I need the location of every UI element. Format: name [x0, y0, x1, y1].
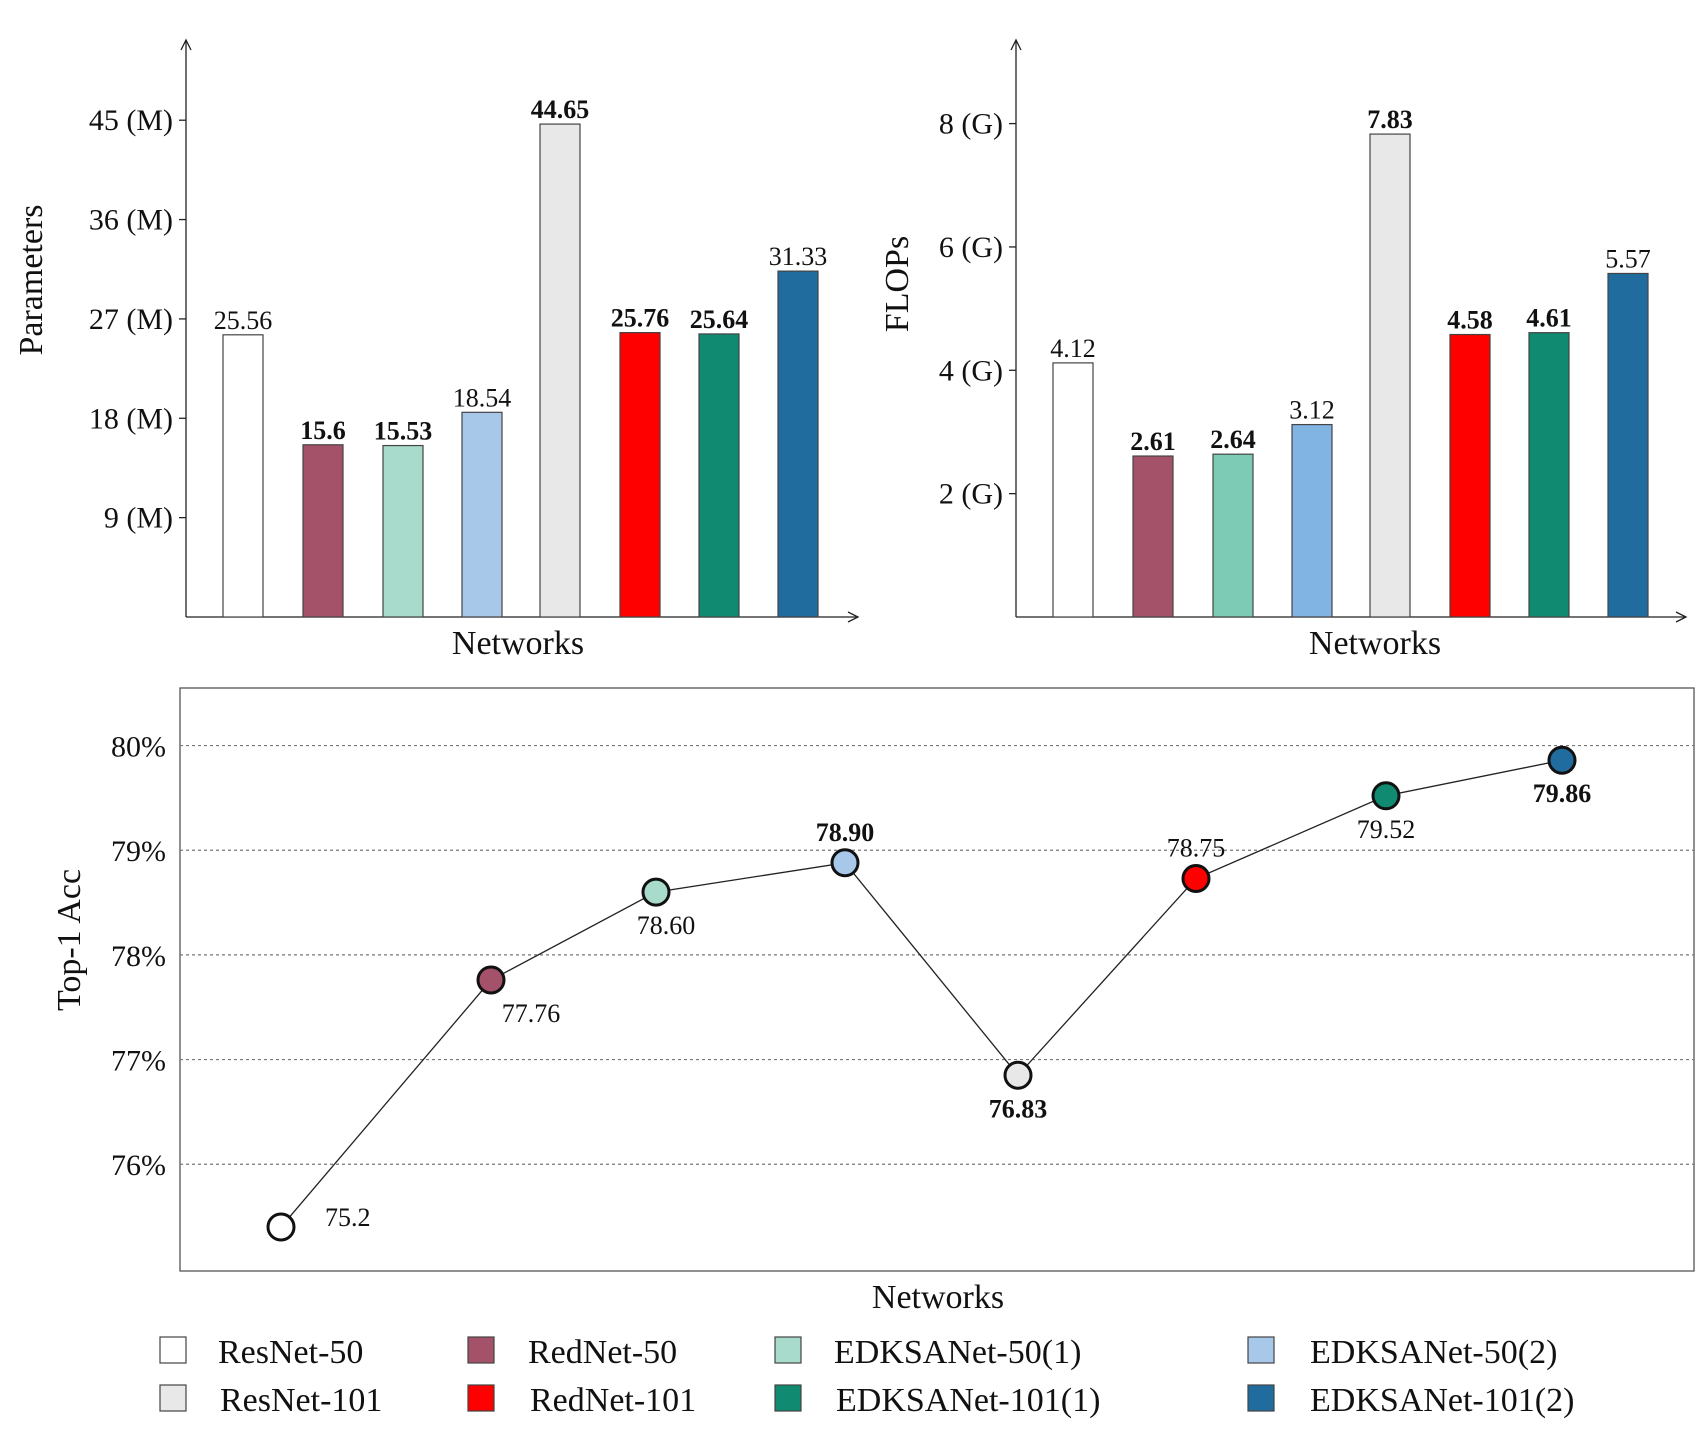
y-axis-title: Top-1 Acc: [51, 869, 88, 1011]
y-tick-label: 78%: [111, 940, 166, 973]
bar-rednet-50: [1132, 455, 1174, 618]
point-rednet-101: [1181, 863, 1211, 893]
y-tick-label: 80%: [111, 731, 166, 764]
point-edksanet-50-1: [641, 877, 671, 907]
bar-rednet-101: [1449, 333, 1491, 618]
point-resnet-50: [266, 1212, 296, 1242]
legend-swatch-resnet-50: [159, 1336, 187, 1364]
x-axis-arrow: [847, 611, 860, 623]
data-label: 4.61: [1526, 304, 1572, 333]
data-label: 4.58: [1447, 306, 1493, 335]
data-label: 76.83: [989, 1094, 1048, 1123]
y-tick-label: 6 (G): [939, 231, 1003, 264]
y-tick-label: 4 (G): [939, 354, 1003, 387]
data-label: 75.2: [325, 1203, 371, 1232]
acc-chart: 76% 77% 78% 79% 80% 75.2 77.76 78.60 78.90 76.83 7…: [51, 687, 1695, 1316]
bar-rednet-50: [302, 444, 344, 618]
legend-label: RedNet-101: [530, 1382, 696, 1419]
point-rednet-50: [476, 965, 506, 995]
flops-chart: 2 (G) 4 (G) 6 (G) 8 (G) 4.12 2.61 2.64 3.12 7.83…: [879, 38, 1688, 662]
y-tick-label: 18 (M): [89, 402, 173, 435]
bar-edksanet-101-2: [1607, 272, 1649, 618]
data-label: 25.64: [690, 305, 749, 334]
bar-resnet-101: [1369, 133, 1411, 618]
series-line: [280, 759, 1563, 1228]
legend-label: EDKSANet-101(1): [836, 1382, 1100, 1419]
data-label: 78.60: [637, 911, 696, 940]
bar-edksanet-50-2: [461, 411, 503, 618]
x-axis-title: Networks: [1309, 625, 1441, 662]
legend-swatch-edksanet-50-1: [774, 1336, 802, 1364]
data-label: 25.56: [214, 306, 273, 335]
legend-label: RedNet-50: [528, 1334, 677, 1371]
y-axis-title: FLOPs: [879, 236, 916, 332]
y-tick-label: 36 (M): [89, 204, 173, 237]
point-resnet-101: [1003, 1060, 1033, 1090]
y-axis-arrow: [1010, 38, 1022, 51]
data-label: 77.76: [502, 999, 561, 1028]
legend-swatch-edksanet-50-2: [1247, 1336, 1275, 1364]
data-label: 15.53: [374, 417, 433, 446]
y-tick-label: 76%: [111, 1149, 166, 1182]
legend-swatch-resnet-101: [159, 1384, 187, 1412]
bar-edksanet-50-1: [382, 444, 424, 618]
legend-label: ResNet-50: [218, 1334, 363, 1371]
data-label: 18.54: [453, 383, 512, 412]
data-label: 79.86: [1533, 779, 1592, 808]
data-label: 44.65: [531, 95, 590, 124]
point-edksanet-50-2: [830, 848, 860, 878]
bar-resnet-50: [222, 334, 264, 618]
point-edksanet-101-2: [1547, 745, 1577, 775]
x-axis-title: Networks: [872, 1279, 1004, 1316]
point-edksanet-101-1: [1371, 781, 1401, 811]
data-label: 78.75: [1167, 833, 1226, 862]
y-tick-label: 77%: [111, 1045, 166, 1078]
bar-resnet-50: [1052, 362, 1094, 618]
data-label: 15.6: [300, 416, 346, 445]
y-tick-label: 45 (M): [89, 104, 173, 137]
y-axis-arrow: [180, 38, 192, 51]
legend-label: EDKSANet-101(2): [1310, 1382, 1574, 1419]
data-label: 2.61: [1130, 427, 1176, 456]
plot-frame: [179, 687, 1695, 1272]
data-label: 79.52: [1357, 815, 1416, 844]
bar-edksanet-101-1: [1528, 332, 1570, 618]
legend-swatch-rednet-50: [467, 1336, 495, 1364]
legend-swatch-edksanet-101-2: [1247, 1384, 1275, 1412]
bar-resnet-101: [539, 123, 581, 618]
data-label: 31.33: [769, 242, 828, 271]
bar-edksanet-50-1: [1212, 453, 1254, 618]
bar-rednet-101: [619, 332, 661, 618]
legend-swatch-rednet-101: [467, 1384, 495, 1412]
data-label: 78.90: [816, 818, 875, 847]
data-label: 7.83: [1367, 105, 1413, 134]
data-label: 3.12: [1289, 396, 1335, 425]
bar-edksanet-101-2: [777, 270, 819, 618]
legend-label: EDKSANet-50(1): [834, 1334, 1081, 1371]
y-tick-label: 8 (G): [939, 108, 1003, 141]
params-chart: 9 (M) 18 (M) 27 (M) 36 (M) 45 (M) 25.56 15.6 15…: [13, 38, 860, 662]
legend-label: EDKSANet-50(2): [1310, 1334, 1557, 1371]
data-label: 25.76: [611, 304, 670, 333]
bar-edksanet-101-1: [698, 333, 740, 618]
legend-swatch-edksanet-101-1: [774, 1384, 802, 1412]
bar-edksanet-50-2: [1291, 423, 1333, 618]
x-axis-arrow: [1675, 611, 1688, 623]
y-tick-label: 2 (G): [939, 478, 1003, 511]
legend: ResNet-50 RedNet-50 EDKSANet-50(1) EDKSANet…: [159, 1334, 1574, 1419]
x-axis-title: Networks: [452, 625, 584, 662]
data-label: 4.12: [1050, 334, 1096, 363]
y-tick-label: 9 (M): [104, 502, 173, 535]
y-tick-label: 27 (M): [89, 303, 173, 336]
data-label: 2.64: [1210, 425, 1256, 454]
y-tick-label: 79%: [111, 835, 166, 868]
legend-label: ResNet-101: [220, 1382, 382, 1419]
data-label: 5.57: [1605, 244, 1651, 273]
y-axis-title: Parameters: [13, 204, 50, 355]
